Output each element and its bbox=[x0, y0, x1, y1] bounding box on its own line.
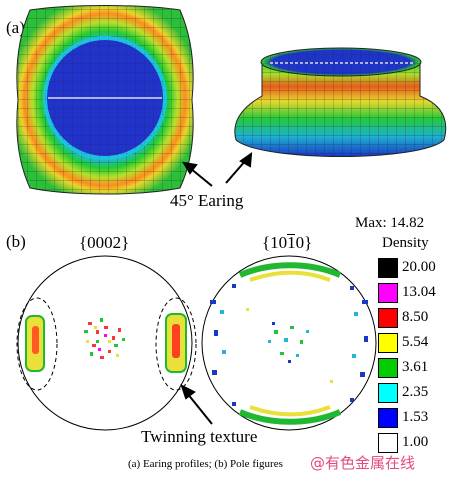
colorbar-swatch bbox=[378, 283, 398, 303]
twinning-label: Twinning texture bbox=[141, 427, 258, 446]
twinning-arrow bbox=[180, 384, 213, 425]
colorbar-value: 1.00 bbox=[402, 434, 429, 450]
colorbar-value: 1.53 bbox=[402, 409, 429, 425]
colorbar-swatch bbox=[378, 433, 398, 453]
colorbar-value: 3.61 bbox=[402, 359, 429, 375]
colorbar-swatch bbox=[378, 383, 398, 403]
colorbar-value: 8.50 bbox=[402, 309, 429, 325]
watermark: @有色金属在线 bbox=[310, 454, 416, 472]
colorbar-title: Density bbox=[382, 235, 429, 251]
colorbar-level: 1.53 bbox=[378, 408, 448, 428]
colorbar-swatch bbox=[378, 333, 398, 353]
colorbar-value: 2.35 bbox=[402, 384, 429, 400]
pole-figure-1010 bbox=[201, 255, 377, 431]
colorbar-level: 1.00 bbox=[378, 433, 448, 453]
colorbar-swatch bbox=[378, 408, 398, 428]
panel-a-label: (a) bbox=[6, 18, 25, 37]
colorbar-swatch bbox=[378, 308, 398, 328]
overbar bbox=[287, 234, 295, 235]
colorbar-level: 13.04 bbox=[378, 283, 448, 303]
panel-b-label: (b) bbox=[6, 232, 26, 251]
cup-side-view bbox=[234, 47, 447, 157]
colorbar-max-label: Max: 14.82 bbox=[355, 215, 425, 231]
pole-title-1010: {1010} bbox=[262, 233, 313, 252]
pole-title-0002: {0002} bbox=[79, 233, 130, 252]
colorbar-swatch bbox=[378, 258, 398, 278]
earing-label: 45° Earing bbox=[170, 191, 244, 210]
colorbar-level: 3.61 bbox=[378, 358, 448, 378]
earing-arrows bbox=[182, 151, 253, 187]
colorbar-level: 20.00 bbox=[378, 258, 448, 278]
colorbar-level: 8.50 bbox=[378, 308, 448, 328]
colorbar-value: 13.04 bbox=[402, 284, 436, 300]
colorbar-swatch bbox=[378, 358, 398, 378]
pole-figure-0002 bbox=[16, 255, 197, 431]
colorbar-level: 5.54 bbox=[378, 333, 448, 353]
figure-caption: (a) Earing profiles; (b) Pole figures bbox=[128, 458, 283, 470]
colorbar-level: 2.35 bbox=[378, 383, 448, 403]
colorbar-value: 5.54 bbox=[402, 334, 429, 350]
colorbar-value: 20.00 bbox=[402, 259, 436, 275]
